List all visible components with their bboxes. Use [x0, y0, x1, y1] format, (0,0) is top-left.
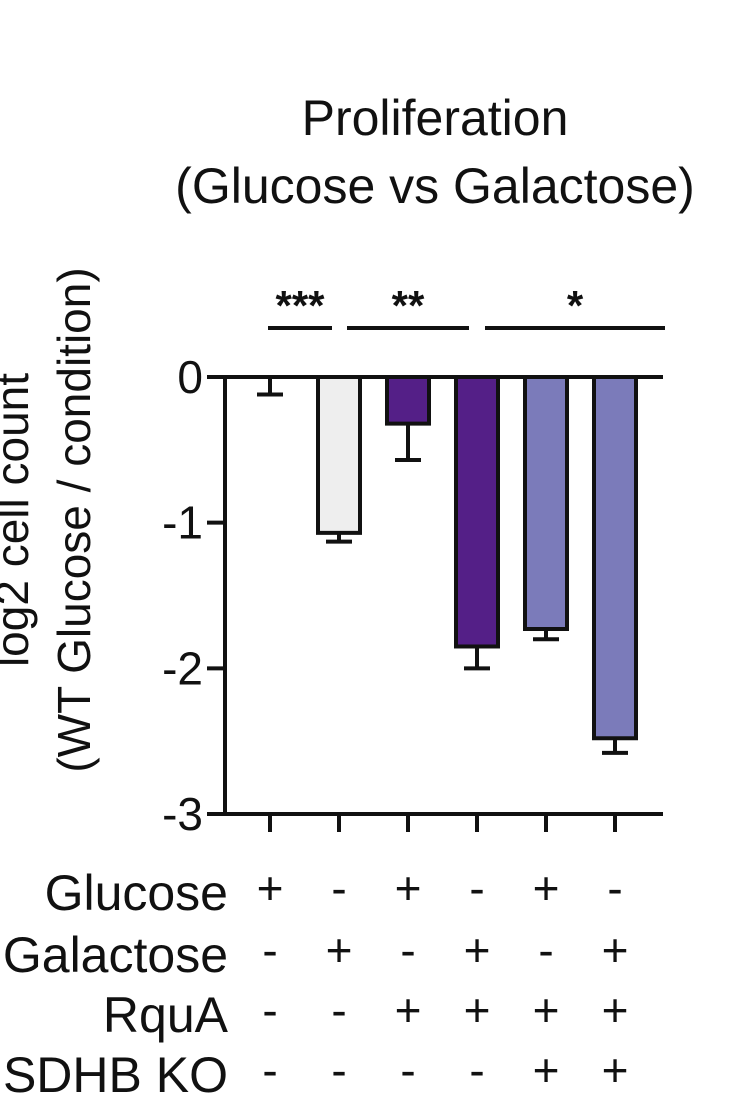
condition-sign: + — [602, 1044, 629, 1096]
condition-label: Galactose — [3, 927, 228, 983]
bar — [454, 375, 500, 649]
condition-sign: - — [262, 1044, 277, 1096]
condition-sign: - — [331, 1044, 346, 1096]
condition-sign: + — [533, 862, 560, 914]
chart-title-line-1: Proliferation — [302, 90, 569, 146]
condition-label: Glucose — [45, 865, 228, 921]
y-tick-label: -1 — [162, 497, 203, 549]
chart-title-line-2: (Glucose vs Galactose) — [175, 158, 695, 214]
bar — [523, 375, 569, 632]
significance-stars: *** — [275, 282, 325, 329]
condition-sign: + — [257, 862, 284, 914]
condition-sign: + — [464, 924, 491, 976]
bar — [316, 375, 362, 535]
bar — [385, 375, 431, 426]
y-tick-label: 0 — [177, 351, 203, 403]
condition-sign: - — [262, 924, 277, 976]
condition-sign: + — [395, 984, 422, 1036]
condition-sign: + — [602, 984, 629, 1036]
condition-sign: - — [469, 1044, 484, 1096]
condition-sign: - — [469, 862, 484, 914]
condition-sign: - — [538, 924, 553, 976]
condition-sign: - — [400, 1044, 415, 1096]
condition-sign: + — [326, 924, 353, 976]
condition-sign: + — [464, 984, 491, 1036]
y-axis-label-line-2: (WT Glucose / condition) — [48, 267, 100, 772]
y-tick-label: -2 — [162, 642, 203, 694]
plot-area: 0-1-2-3*** ** *Glucose + - + - + -Galactose - + - + -… — [3, 282, 665, 1103]
significance-stars: * — [567, 282, 584, 329]
condition-sign: - — [607, 862, 622, 914]
condition-sign: - — [331, 984, 346, 1036]
condition-sign: + — [533, 1044, 560, 1096]
condition-sign: - — [400, 924, 415, 976]
y-axis-label-line-1: log2 cell count — [0, 373, 38, 667]
condition-sign: + — [602, 924, 629, 976]
significance-stars: ** — [392, 282, 425, 329]
condition-sign: - — [331, 862, 346, 914]
y-tick-label: -3 — [162, 788, 203, 840]
condition-label: RquA — [103, 987, 229, 1043]
condition-sign: + — [395, 862, 422, 914]
bar — [592, 375, 638, 741]
condition-label: SDHB KO — [3, 1047, 228, 1103]
condition-sign: + — [533, 984, 560, 1036]
condition-sign: - — [262, 984, 277, 1036]
